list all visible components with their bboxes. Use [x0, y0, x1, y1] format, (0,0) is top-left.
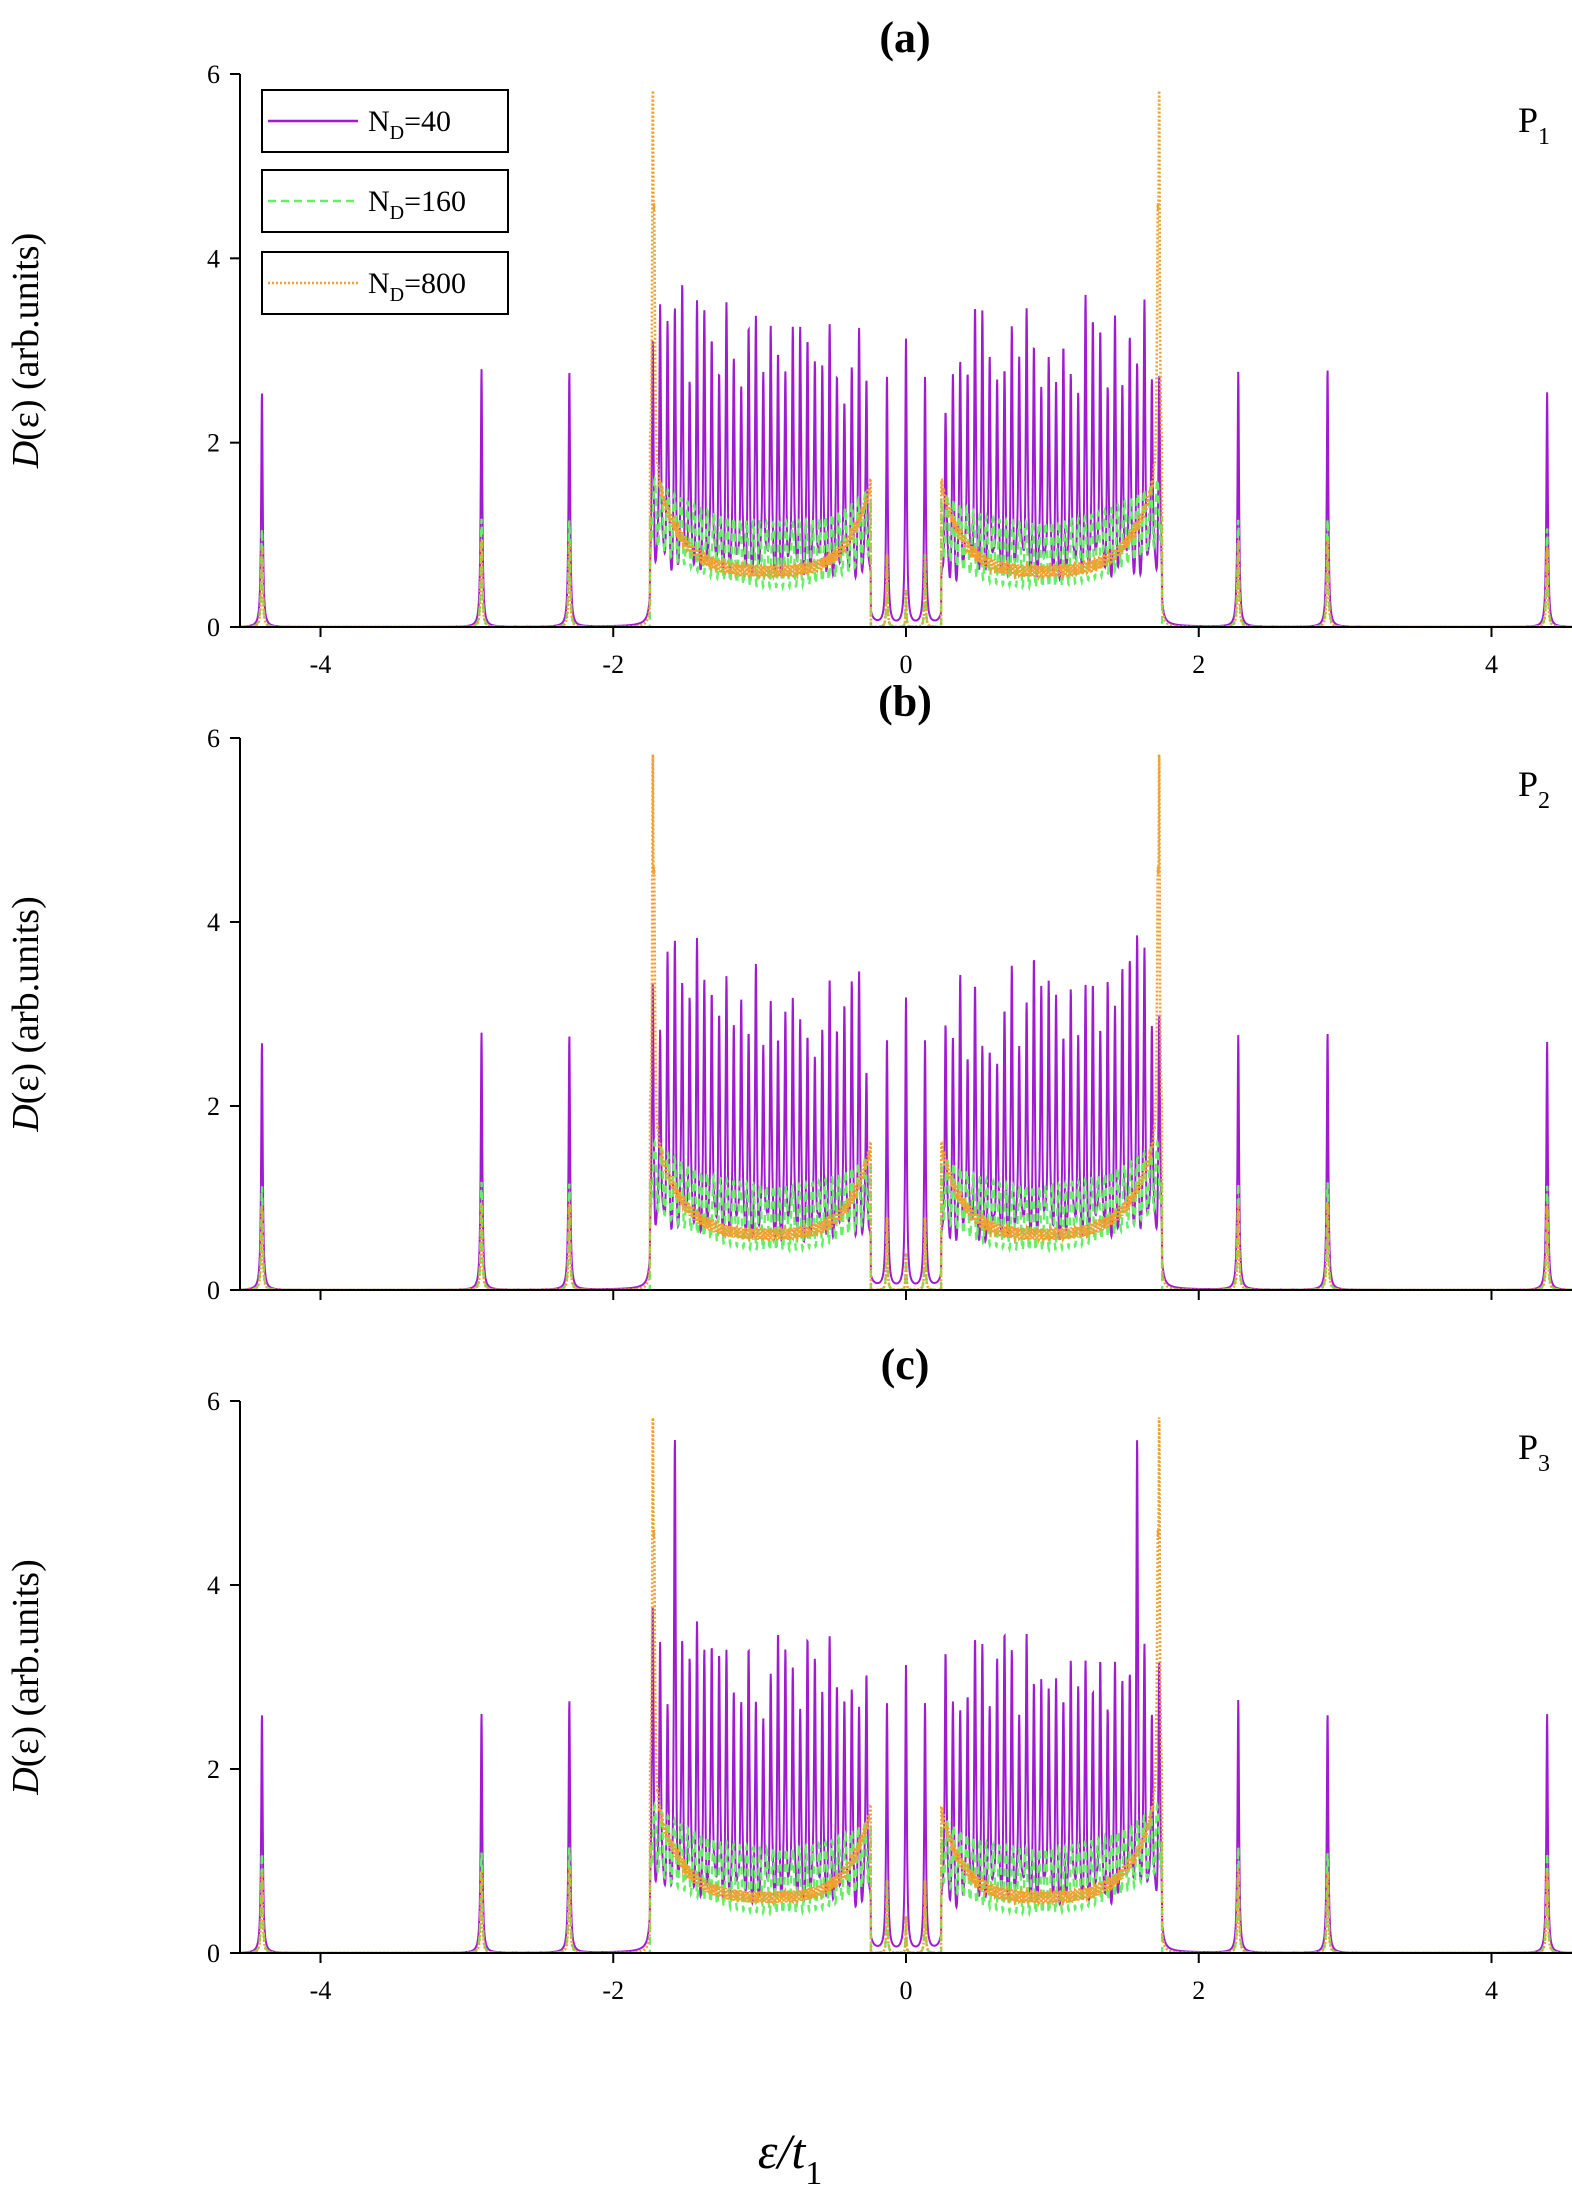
y-tick-label: 2: [207, 429, 220, 458]
x-axis-label: ε/t1: [758, 2123, 823, 2190]
y-tick-label: 4: [207, 1571, 220, 1600]
legend-label-value: =160: [404, 185, 466, 218]
y-tick-label: 0: [207, 613, 220, 642]
y-tick-label: 6: [207, 60, 220, 89]
y-axis-label-func: D: [5, 1767, 47, 1795]
panel-title: (c): [881, 1340, 930, 1389]
legend-label: ND=160: [368, 185, 466, 224]
panel-corner-label: P3: [1518, 1427, 1550, 1477]
corner-sub: 1: [1538, 124, 1550, 150]
y-axis-label: D(ε) (arb.units): [5, 233, 47, 469]
y-axis-label-rest: (ε) (arb.units): [5, 896, 47, 1104]
y-tick-label: 4: [207, 908, 220, 937]
y-axis-label-rest: (ε) (arb.units): [5, 1559, 47, 1767]
legend-label-sub: D: [390, 284, 404, 306]
y-tick-label: 2: [207, 1755, 220, 1784]
legend-box: [261, 251, 509, 315]
y-axis-label: D(ε) (arb.units): [5, 896, 47, 1132]
x-tick-label: -2: [602, 650, 624, 679]
x-tick-label: -2: [602, 1976, 624, 2005]
x-tick-label: -4: [310, 650, 332, 679]
y-tick-label: 0: [207, 1939, 220, 1968]
y-tick-label: 4: [207, 244, 220, 273]
series-line-nd40: [240, 935, 1572, 1290]
corner-sub: 2: [1538, 788, 1550, 814]
series-line-nd160: [240, 474, 1572, 627]
panel-title: (a): [879, 13, 930, 62]
corner-base: P: [1518, 1427, 1538, 1467]
y-tick-label: 2: [207, 1092, 220, 1121]
panel-c: (c) 0 2 4 6 -4 -2 0 2 4 D(ε) (arb.units) P3: [5, 1340, 1572, 2005]
y-tick-label: 6: [207, 724, 220, 753]
x-tick-label: 4: [1485, 650, 1498, 679]
panel-corner-label: P2: [1518, 764, 1550, 814]
corner-sub: 3: [1538, 1451, 1550, 1477]
y-axis-label-func: D: [5, 441, 47, 469]
legend-label: ND=40: [368, 105, 451, 144]
legend-label: ND=800: [368, 267, 466, 306]
x-tick-label: 4: [1485, 1976, 1498, 2005]
y-tick-label: 6: [207, 1387, 220, 1416]
series-line-nd40: [240, 285, 1572, 627]
x-tick-label: 0: [900, 1976, 913, 2005]
legend-box: [261, 169, 509, 233]
panel-title: (b): [878, 677, 932, 726]
x-axis-label-main: ε/t: [758, 2123, 807, 2179]
legend-label-sub: D: [390, 202, 404, 224]
legend-label-base: N: [368, 267, 390, 300]
x-tick-label: 2: [1192, 1976, 1205, 2005]
y-axis-label-rest: (ε) (arb.units): [5, 233, 47, 441]
y-axis-label: D(ε) (arb.units): [5, 1559, 47, 1795]
legend-label-value: =800: [404, 267, 466, 300]
x-axis-label-sub: 1: [805, 2155, 822, 2190]
corner-base: P: [1518, 764, 1538, 804]
y-tick-label: 0: [207, 1276, 220, 1305]
x-tick-label: 0: [900, 650, 913, 679]
x-tick-label: 2: [1192, 650, 1205, 679]
x-tick-label: -4: [310, 1976, 332, 2005]
legend-label-sub: D: [390, 122, 404, 144]
legend-label-base: N: [368, 105, 390, 138]
legend-label-base: N: [368, 185, 390, 218]
legend-label-value: =40: [404, 105, 451, 138]
y-axis-label-func: D: [5, 1104, 47, 1132]
corner-base: P: [1518, 100, 1538, 140]
series-line-nd40: [240, 1439, 1572, 1953]
panel-corner-label: P1: [1518, 100, 1550, 150]
